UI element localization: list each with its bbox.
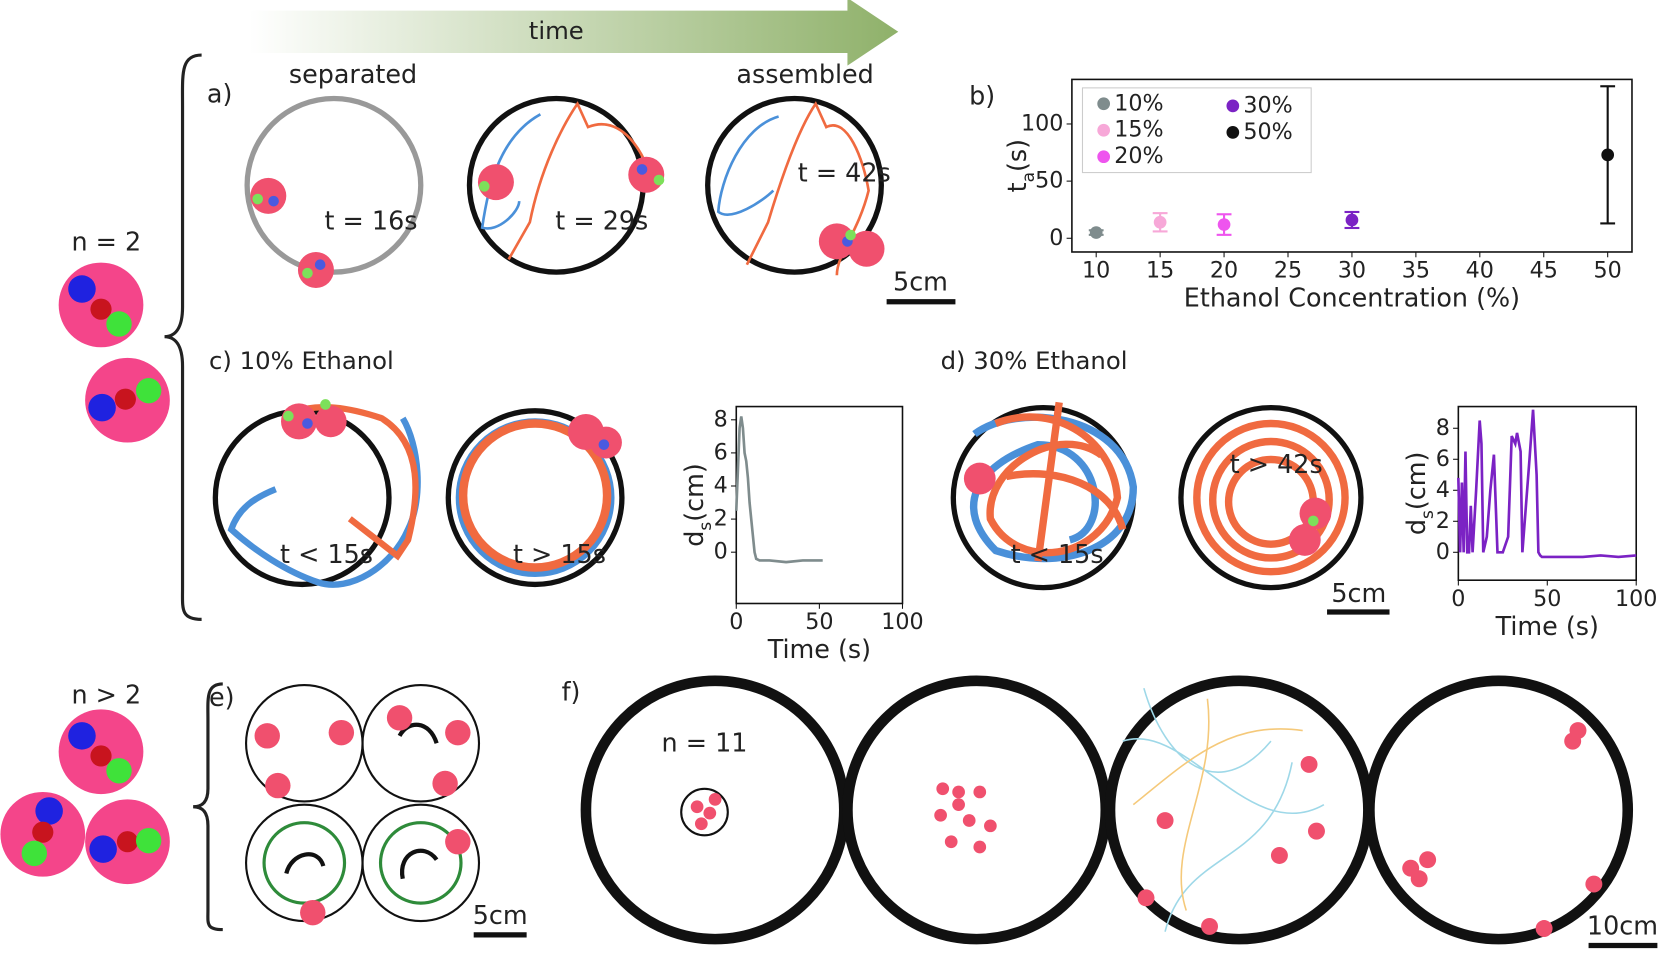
y-tick-label: 4: [1436, 477, 1450, 503]
label: t < 15s: [280, 539, 373, 569]
label: t > 42s: [1230, 449, 1323, 479]
panel-label: c) 10% Ethanol: [209, 346, 394, 375]
x-tick-label: 0: [1451, 586, 1465, 612]
panel-label: b): [969, 80, 995, 110]
molecules: [0, 262, 170, 885]
legend-marker: [1226, 99, 1240, 113]
x-axis-label: Time (s): [767, 634, 871, 664]
label: t = 42s: [798, 158, 891, 188]
legend-label: 15%: [1114, 117, 1163, 143]
y-axis-label-part: d: [679, 531, 709, 547]
label: n = 2: [71, 227, 141, 257]
x-axis-label: Time (s): [1495, 611, 1599, 641]
particles: [250, 156, 1603, 938]
point: [1153, 215, 1167, 229]
x-tick-label: 40: [1466, 258, 1494, 284]
y-axis-label: ta(s): [1002, 139, 1038, 192]
brace: [164, 53, 202, 621]
x-tick-label: 25: [1274, 258, 1302, 284]
scale-bars: [473, 299, 1658, 949]
plot-frame: [735, 405, 904, 605]
label: t < 15s: [1011, 539, 1104, 569]
y-tick-label: 0: [1049, 225, 1063, 251]
x-tick-label: 35: [1402, 258, 1430, 284]
x-tick-label: 100: [1615, 586, 1657, 612]
x-tick-label: 50: [805, 609, 833, 635]
label: n > 2: [71, 680, 141, 710]
panel-label: d) 30% Ethanol: [941, 346, 1128, 375]
x-axis-label: Ethanol Concentration (%): [1184, 283, 1520, 313]
y-tick-label: 4: [714, 472, 728, 498]
legend-label: 10%: [1114, 90, 1163, 116]
label: n = 11: [662, 727, 748, 757]
y-axis-label-part: t: [1002, 182, 1032, 192]
legend-label: 30%: [1243, 92, 1292, 118]
x-tick-label: 50: [1533, 586, 1561, 612]
y-tick-label: 0: [714, 539, 728, 565]
y-axis-label-part: s: [1417, 510, 1437, 519]
y-tick-label: 8: [714, 406, 728, 432]
scale-label: 5cm: [473, 900, 528, 930]
y-tick-label: 2: [1436, 508, 1450, 534]
panel-label: f): [562, 676, 581, 706]
brace: [193, 682, 223, 932]
x-tick-label: 100: [881, 609, 923, 635]
point: [1089, 226, 1103, 239]
point: [1217, 218, 1231, 231]
panel-label: a): [207, 78, 232, 108]
y-axis-label-part: d: [1401, 519, 1431, 535]
label: t = 29s: [555, 205, 648, 235]
legend-marker: [1097, 150, 1111, 164]
y-tick-label: 50: [1035, 168, 1063, 194]
legend-marker: [1097, 123, 1111, 137]
x-tick-label: 45: [1530, 258, 1558, 284]
point: [1345, 213, 1359, 227]
label: assembled: [736, 59, 873, 89]
x-tick-label: 0: [729, 609, 743, 635]
chart: 0 50 100 0 2 4 6 8 Time (s) ds(cm): [679, 405, 924, 664]
y-axis-label-part: (s): [1002, 139, 1032, 172]
y-tick-label: 6: [1436, 446, 1450, 472]
y-axis-label-part: s: [695, 522, 715, 531]
x-tick-label: 50: [1594, 258, 1622, 284]
legend-marker: [1097, 97, 1111, 111]
x-tick-label: 15: [1146, 258, 1174, 284]
line: [734, 416, 823, 564]
y-axis-label-part: (cm): [1401, 452, 1431, 511]
x-tick-label: 30: [1338, 258, 1366, 284]
annotations: time separated assembled a) b) c) 10% Et…: [71, 16, 1658, 941]
y-axis-label: ds(cm): [679, 463, 715, 547]
legend-frame: [1081, 87, 1312, 174]
y-axis-label-part: (cm): [679, 463, 709, 522]
label: separated: [289, 59, 417, 89]
chart: 10 15 20 25 30 35 40 45 50 0 50 100 Ethanol Concentr…: [1002, 78, 1633, 313]
x-tick-label: 20: [1210, 258, 1238, 284]
legend-marker: [1226, 125, 1240, 139]
y-tick-label: 8: [1436, 415, 1450, 441]
plot-frame: [1457, 405, 1638, 581]
y-axis-label-part: a: [1018, 172, 1038, 182]
label: t > 15s: [513, 539, 606, 569]
y-axis-label: ds(cm): [1401, 452, 1437, 536]
x-tick-label: 10: [1082, 258, 1110, 284]
scale-label: 5cm: [893, 267, 948, 297]
scale-label: 10cm: [1587, 910, 1658, 940]
y-tick-label: 6: [714, 439, 728, 465]
chart: 0 50 100 0 2 4 6 8 Time (s) ds(cm): [1401, 405, 1657, 641]
label: time: [529, 16, 584, 45]
panel-label: e): [209, 682, 235, 712]
y-tick-label: 0: [1436, 539, 1450, 565]
scale-label: 5cm: [1331, 578, 1386, 608]
legend-label: 50%: [1243, 119, 1292, 145]
point: [1601, 148, 1615, 162]
time-arrow: [249, 0, 899, 66]
y-tick-label: 2: [714, 506, 728, 532]
label: t = 16s: [325, 205, 418, 235]
line: [1457, 409, 1637, 559]
y-tick-label: 100: [1021, 110, 1063, 136]
legend-label: 20%: [1114, 143, 1163, 169]
